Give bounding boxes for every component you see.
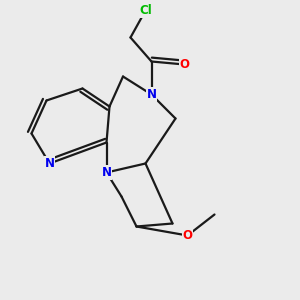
Text: Cl: Cl [139,4,152,17]
Text: N: N [44,157,55,170]
Text: N: N [101,166,112,179]
Text: O: O [179,58,190,71]
Text: O: O [182,229,193,242]
Text: N: N [146,88,157,101]
